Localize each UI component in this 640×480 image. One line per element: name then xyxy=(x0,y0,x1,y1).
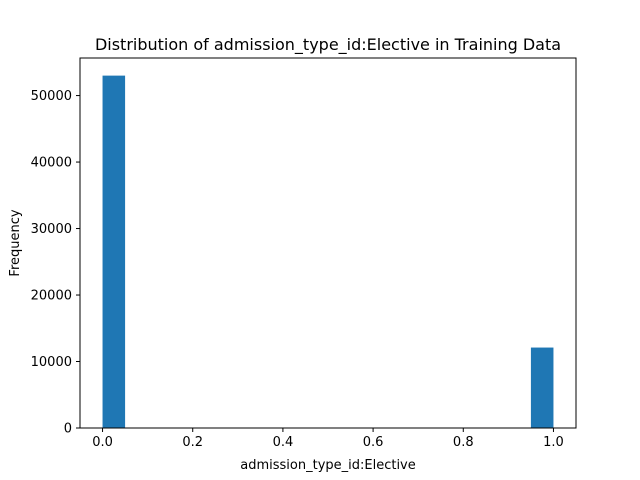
y-tick-label: 40000 xyxy=(31,156,72,171)
y-tick-label: 20000 xyxy=(31,289,72,304)
histogram-bar-0 xyxy=(102,75,126,428)
x-tick-label: 0.8 xyxy=(453,435,474,450)
y-tick-label: 0 xyxy=(64,422,72,437)
y-axis-label: Frequency xyxy=(8,209,23,276)
x-axis-ticks: 0.0 0.2 0.4 0.6 0.8 1.0 xyxy=(92,428,564,450)
chart-title: Distribution of admission_type_id:Electi… xyxy=(95,35,561,55)
x-axis-label: admission_type_id:Elective xyxy=(240,458,416,473)
y-tick-label: 50000 xyxy=(31,89,72,104)
x-tick-label: 1.0 xyxy=(543,435,564,450)
bars-group xyxy=(102,75,554,428)
x-tick-label: 0.0 xyxy=(92,435,113,450)
histogram-bar-1 xyxy=(530,347,554,428)
plot-frame xyxy=(79,57,577,429)
y-tick-label: 10000 xyxy=(31,355,72,370)
x-tick-label: 0.4 xyxy=(273,435,294,450)
x-tick-label: 0.2 xyxy=(182,435,203,450)
x-tick-label: 0.6 xyxy=(363,435,384,450)
y-tick-label: 30000 xyxy=(31,222,72,237)
y-axis-ticks: 0 10000 20000 30000 40000 50000 xyxy=(31,89,80,437)
